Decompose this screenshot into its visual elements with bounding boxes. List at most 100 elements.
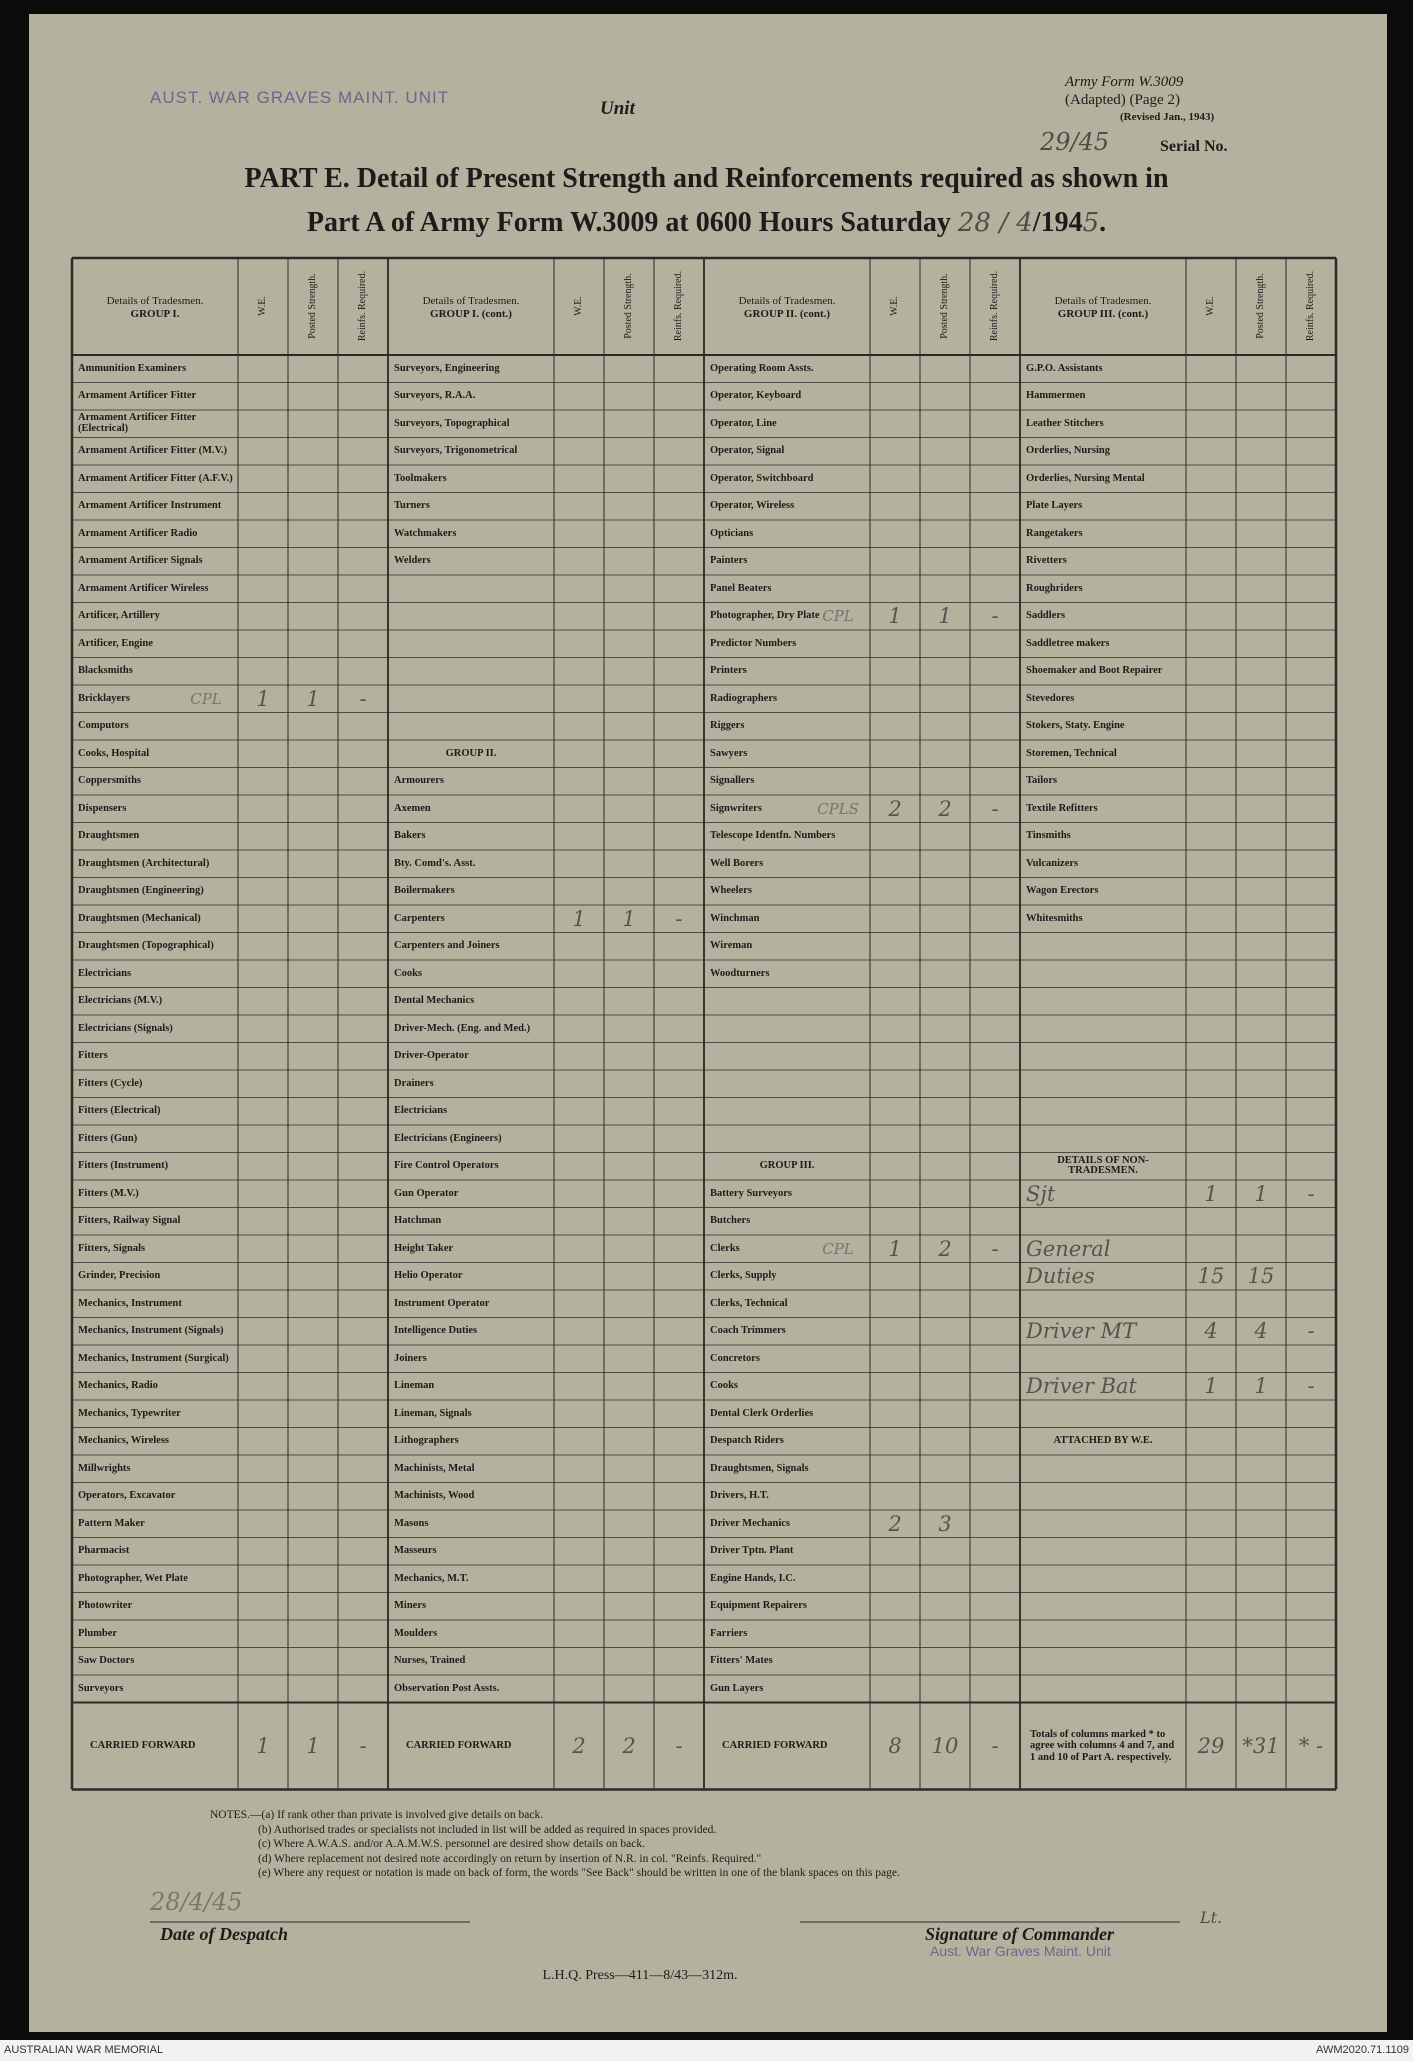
trade-label: Draughtsmen, Signals: [710, 1462, 809, 1474]
signature-rank: Lt.: [1200, 1908, 1223, 1927]
trade-label: Mechanics, Instrument (Signals): [78, 1325, 224, 1336]
entry: * -: [1298, 1733, 1324, 1758]
note: (c) Where A.W.A.S. and/or A.A.M.W.S. per…: [258, 1838, 645, 1850]
trade-label: Bakers: [394, 830, 426, 841]
column-label: Posted Strength.: [1255, 273, 1266, 339]
trade-label: Mechanics, Instrument: [78, 1297, 182, 1309]
trade-label: Masseurs: [394, 1545, 437, 1556]
trade-label: Coach Trimmers: [710, 1325, 786, 1336]
printer-line: L.H.Q. Press—411—8/43—312m.: [542, 1968, 738, 1983]
trade-label: Fitters, Railway Signal: [78, 1215, 181, 1226]
trade-label: Fitters, Signals: [78, 1242, 146, 1254]
year-printed: /194: [1032, 207, 1083, 238]
trade-label: Vulcanizers: [1026, 857, 1079, 869]
trade-label: Surveyors, Engineering: [394, 362, 500, 374]
trade-label: Tailors: [1026, 775, 1058, 786]
trade-label: Predictor Numbers: [710, 637, 797, 649]
trade-label: Cooks: [710, 1380, 739, 1391]
entry: 2: [622, 1733, 636, 1758]
trade-label: Operating Room Assts.: [710, 362, 814, 374]
trade-label: Tinsmiths: [1026, 830, 1071, 841]
trade-label: Cooks: [394, 967, 423, 979]
trade-label: Draughtsmen (Mechanical): [78, 912, 201, 924]
trade-label: Stokers, Staty. Engine: [1026, 720, 1125, 731]
trade-label: Fitters: [78, 1050, 108, 1061]
trade-label: Surveyors, R.A.A.: [394, 390, 476, 401]
header-group: GROUP I.: [130, 308, 180, 320]
trade-label: Signwriters: [710, 802, 762, 814]
totals-note: Totals of columns marked * to agree with…: [1030, 1728, 1175, 1763]
trade-label: Farriers: [710, 1627, 748, 1639]
trade-label: Battery Surveyors: [710, 1187, 792, 1199]
signature-label: Signature of Commander: [925, 1924, 1115, 1944]
archive-institution: AUSTRALIAN WAR MEMORIAL: [4, 2044, 164, 2056]
column-label: Posted Strength.: [623, 273, 634, 339]
handwritten-label: General: [1026, 1236, 1111, 1261]
trade-label: Joiners: [394, 1352, 427, 1364]
note: (b) Authorised trades or specialists not…: [258, 1823, 717, 1836]
entry: 1: [1204, 1374, 1218, 1398]
trade-label: Sawyers: [710, 747, 748, 759]
trade-label: Toolmakers: [394, 472, 447, 484]
entry: 1: [306, 686, 320, 711]
trade-label: Moulders: [394, 1627, 438, 1639]
column-label: W.E.: [573, 296, 584, 316]
trade-label: Gun Operator: [394, 1187, 459, 1199]
despatch-date: 28/4/45: [150, 1888, 243, 1916]
trade-label: Despatch Riders: [710, 1435, 784, 1446]
entry: *31: [1242, 1733, 1280, 1758]
trade-label: Textile Refitters: [1026, 802, 1098, 814]
trade-label: Miners: [394, 1600, 427, 1611]
trade-label: Masons: [394, 1517, 429, 1529]
trade-label: Equipment Repairers: [710, 1600, 807, 1611]
trade-label: Fitters (Electrical): [78, 1105, 161, 1116]
notes: NOTES.—(a) If rank other than private is…: [210, 1808, 900, 1881]
trade-label: Grinder, Precision: [78, 1270, 161, 1281]
trade-label: Mechanics, Wireless: [78, 1435, 169, 1446]
entry: -: [675, 906, 683, 931]
date-handwritten: 28 / 4: [957, 208, 1033, 238]
entry: 8: [888, 1733, 902, 1758]
trade-label: Fitters (Instrument): [78, 1160, 169, 1171]
trade-label: Drivers, H.T.: [710, 1490, 769, 1501]
trade-label: Coppersmiths: [78, 775, 142, 786]
trade-label: Welders: [394, 555, 431, 566]
entry: -: [991, 1236, 999, 1261]
trade-label: Riggers: [710, 720, 745, 731]
trade-label: Operators, Excavator: [78, 1490, 176, 1501]
entry: 1: [888, 604, 902, 628]
trade-label: Armament Artificer Fitter: [78, 390, 197, 401]
trade-label: Signallers: [710, 775, 755, 786]
header-title: Details of Tradesmen.: [106, 295, 204, 307]
trade-label: Fitters' Mates: [710, 1655, 773, 1666]
trade-label: Driver Tptn. Plant: [710, 1545, 794, 1556]
trade-label: Boilermakers: [394, 885, 455, 896]
entry: 2: [888, 1511, 902, 1536]
trade-label: Draughtsmen: [78, 830, 140, 841]
trade-label: Nurses, Trained: [394, 1655, 466, 1666]
trade-label: Armament Artificer Fitter (Electrical): [78, 412, 196, 434]
note: (e) Where any request or notation is mad…: [258, 1867, 900, 1879]
trade-label: Armament Artificer Radio: [78, 527, 198, 539]
trade-label: Winchman: [710, 912, 760, 924]
rank: CPL: [190, 689, 222, 708]
trade-label: Blacksmiths: [78, 665, 133, 676]
trade-label: Wagon Erectors: [1026, 885, 1099, 896]
column-header: Details of Tradesmen. GROUP II. (cont.): [708, 268, 866, 348]
title-end: .: [1099, 207, 1107, 238]
group-heading: ATTACHED BY W.E.: [1053, 1435, 1153, 1446]
trade-label: Electricians (M.V.): [78, 995, 163, 1006]
column-header: Details of Tradesmen. GROUP III. (cont.): [1024, 268, 1182, 348]
column-label: Reinfs. Required.: [989, 270, 1000, 342]
trade-label: Fitters (Gun): [78, 1132, 138, 1144]
entry: 1: [572, 906, 586, 931]
trade-label: Storemen, Technical: [1026, 747, 1117, 759]
trade-label: Lithographers: [394, 1435, 459, 1446]
header-group: GROUP II. (cont.): [743, 308, 831, 320]
trade-label: Fire Control Operators: [394, 1160, 499, 1171]
trade-label: Ammunition Examiners: [78, 362, 187, 374]
entry: -: [991, 796, 999, 821]
title-line1: PART E. Detail of Present Strength and R…: [244, 163, 1169, 194]
trade-label: Saddlers: [1026, 610, 1066, 621]
entry: 4: [1254, 1319, 1268, 1343]
